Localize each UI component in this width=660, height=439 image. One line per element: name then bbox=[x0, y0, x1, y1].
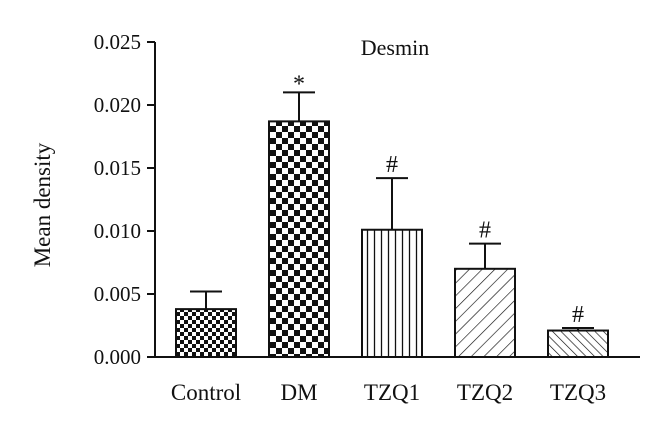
y-tick-label: 0.025 bbox=[94, 30, 141, 54]
x-category-label: TZQ1 bbox=[364, 380, 420, 405]
y-axis-ticks: 0.000 0.005 0.010 0.015 0.020 0.025 bbox=[94, 30, 155, 369]
significance-mark-tzq2: # bbox=[479, 218, 491, 244]
y-axis-label: Mean density bbox=[30, 142, 55, 267]
x-category-label: DM bbox=[280, 380, 317, 405]
y-tick-label: 0.010 bbox=[94, 219, 141, 243]
x-category-label: Control bbox=[171, 380, 241, 405]
y-tick-label: 0.005 bbox=[94, 282, 141, 306]
significance-mark-tzq3: # bbox=[572, 302, 584, 328]
bar-tzq1 bbox=[361, 228, 423, 359]
bar-tzq3 bbox=[547, 329, 609, 359]
bar-dm bbox=[268, 120, 330, 358]
x-category-label: TZQ3 bbox=[550, 380, 606, 405]
category-labels: Control DM TZQ1 TZQ2 TZQ3 bbox=[171, 380, 606, 405]
bars-group: * # # # bbox=[175, 71, 609, 359]
significance-mark-dm: * bbox=[293, 71, 305, 97]
x-category-label: TZQ2 bbox=[457, 380, 513, 405]
chart-title: Desmin bbox=[361, 35, 429, 60]
bar-tzq2 bbox=[454, 267, 516, 358]
y-tick-label: 0.000 bbox=[94, 345, 141, 369]
significance-mark-tzq1: # bbox=[386, 152, 398, 178]
y-tick-label: 0.020 bbox=[94, 93, 141, 117]
bar-control bbox=[175, 308, 237, 358]
y-tick-label: 0.015 bbox=[94, 156, 141, 180]
